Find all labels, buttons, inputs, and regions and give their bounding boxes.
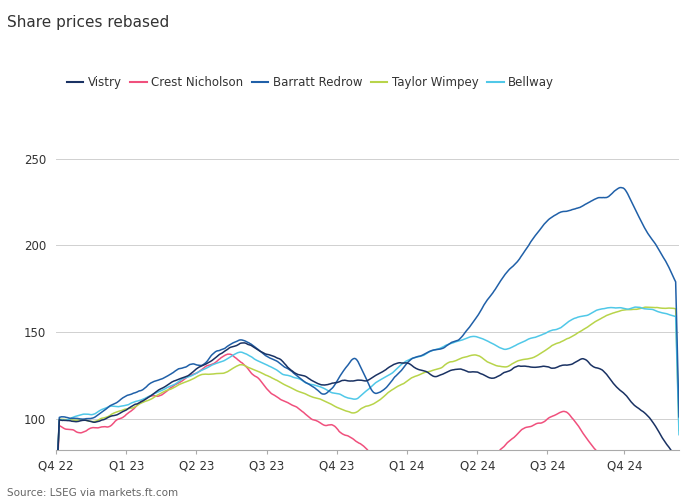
Text: Share prices rebased: Share prices rebased (7, 15, 169, 30)
Legend: Vistry, Crest Nicholson, Barratt Redrow, Taylor Wimpey, Bellway: Vistry, Crest Nicholson, Barratt Redrow,… (62, 72, 559, 94)
Text: Source: LSEG via markets.ft.com: Source: LSEG via markets.ft.com (7, 488, 178, 498)
